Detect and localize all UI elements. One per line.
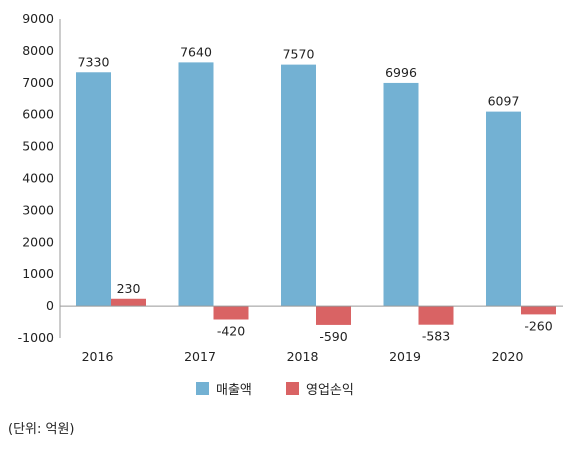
bar-revenue-2017 — [178, 62, 214, 307]
data-label: 7640 — [180, 44, 212, 59]
y-tick-label: 9000 — [22, 11, 54, 26]
bar-revenue-2020 — [486, 111, 521, 307]
y-tick-label: 7000 — [22, 75, 54, 90]
y-tick-label: 8000 — [22, 43, 54, 58]
legend-label-revenue: 매출액 — [216, 383, 252, 398]
y-tick-label: 6000 — [22, 107, 54, 122]
x-tick-label: 2019 — [389, 349, 421, 364]
bar-revenue-2019 — [383, 82, 419, 307]
data-label: -590 — [319, 329, 347, 344]
data-label: 6996 — [385, 65, 417, 80]
bar-operating-income-2017 — [213, 306, 249, 320]
legend-label-operating-income: 영업손익 — [306, 383, 354, 398]
y-tick-label: 1000 — [22, 266, 54, 281]
legend: 매출액 영업손익 — [196, 382, 354, 398]
data-label: 7570 — [283, 47, 315, 62]
bar-operating-income-2016 — [111, 298, 146, 307]
data-label: 230 — [117, 281, 141, 296]
bar-operating-income-2018 — [316, 306, 351, 325]
data-label: 6097 — [488, 94, 520, 109]
y-tick-label: 3000 — [22, 202, 54, 217]
bar-revenue-2016 — [76, 72, 111, 307]
y-tick-label: 0 — [46, 298, 54, 313]
bar-operating-income-2020 — [521, 306, 556, 315]
x-tick-label: 2020 — [492, 349, 524, 364]
y-tick-label: 2000 — [22, 234, 54, 249]
data-label: 7330 — [78, 54, 110, 69]
legend-swatch-operating-income — [286, 382, 299, 395]
x-tick-label: 2018 — [287, 349, 319, 364]
y-tick-label: 4000 — [22, 171, 54, 186]
unit-note: (단위: 억원) — [8, 422, 75, 437]
x-tick-label: 2017 — [184, 349, 216, 364]
y-tick-label: 5000 — [22, 139, 54, 154]
legend-swatch-revenue — [196, 382, 209, 395]
x-axis: 2016 2017 2018 2019 2020 — [60, 305, 563, 364]
data-labels-group: 7330 230 7640 -420 7570 -590 6996 -583 6097 -260 — [78, 44, 553, 344]
data-label: -260 — [524, 318, 552, 333]
y-axis: 9000 8000 7000 6000 5000 4000 3000 2000 1000 0 -10… — [18, 11, 61, 345]
data-label: -583 — [422, 329, 450, 344]
y-tick-label: -1000 — [18, 330, 54, 345]
data-label: -420 — [217, 323, 245, 338]
x-tick-label: 2016 — [82, 349, 114, 364]
bars-group — [76, 62, 556, 325]
bar-revenue-2018 — [281, 64, 316, 307]
bar-operating-income-2019 — [418, 306, 454, 325]
